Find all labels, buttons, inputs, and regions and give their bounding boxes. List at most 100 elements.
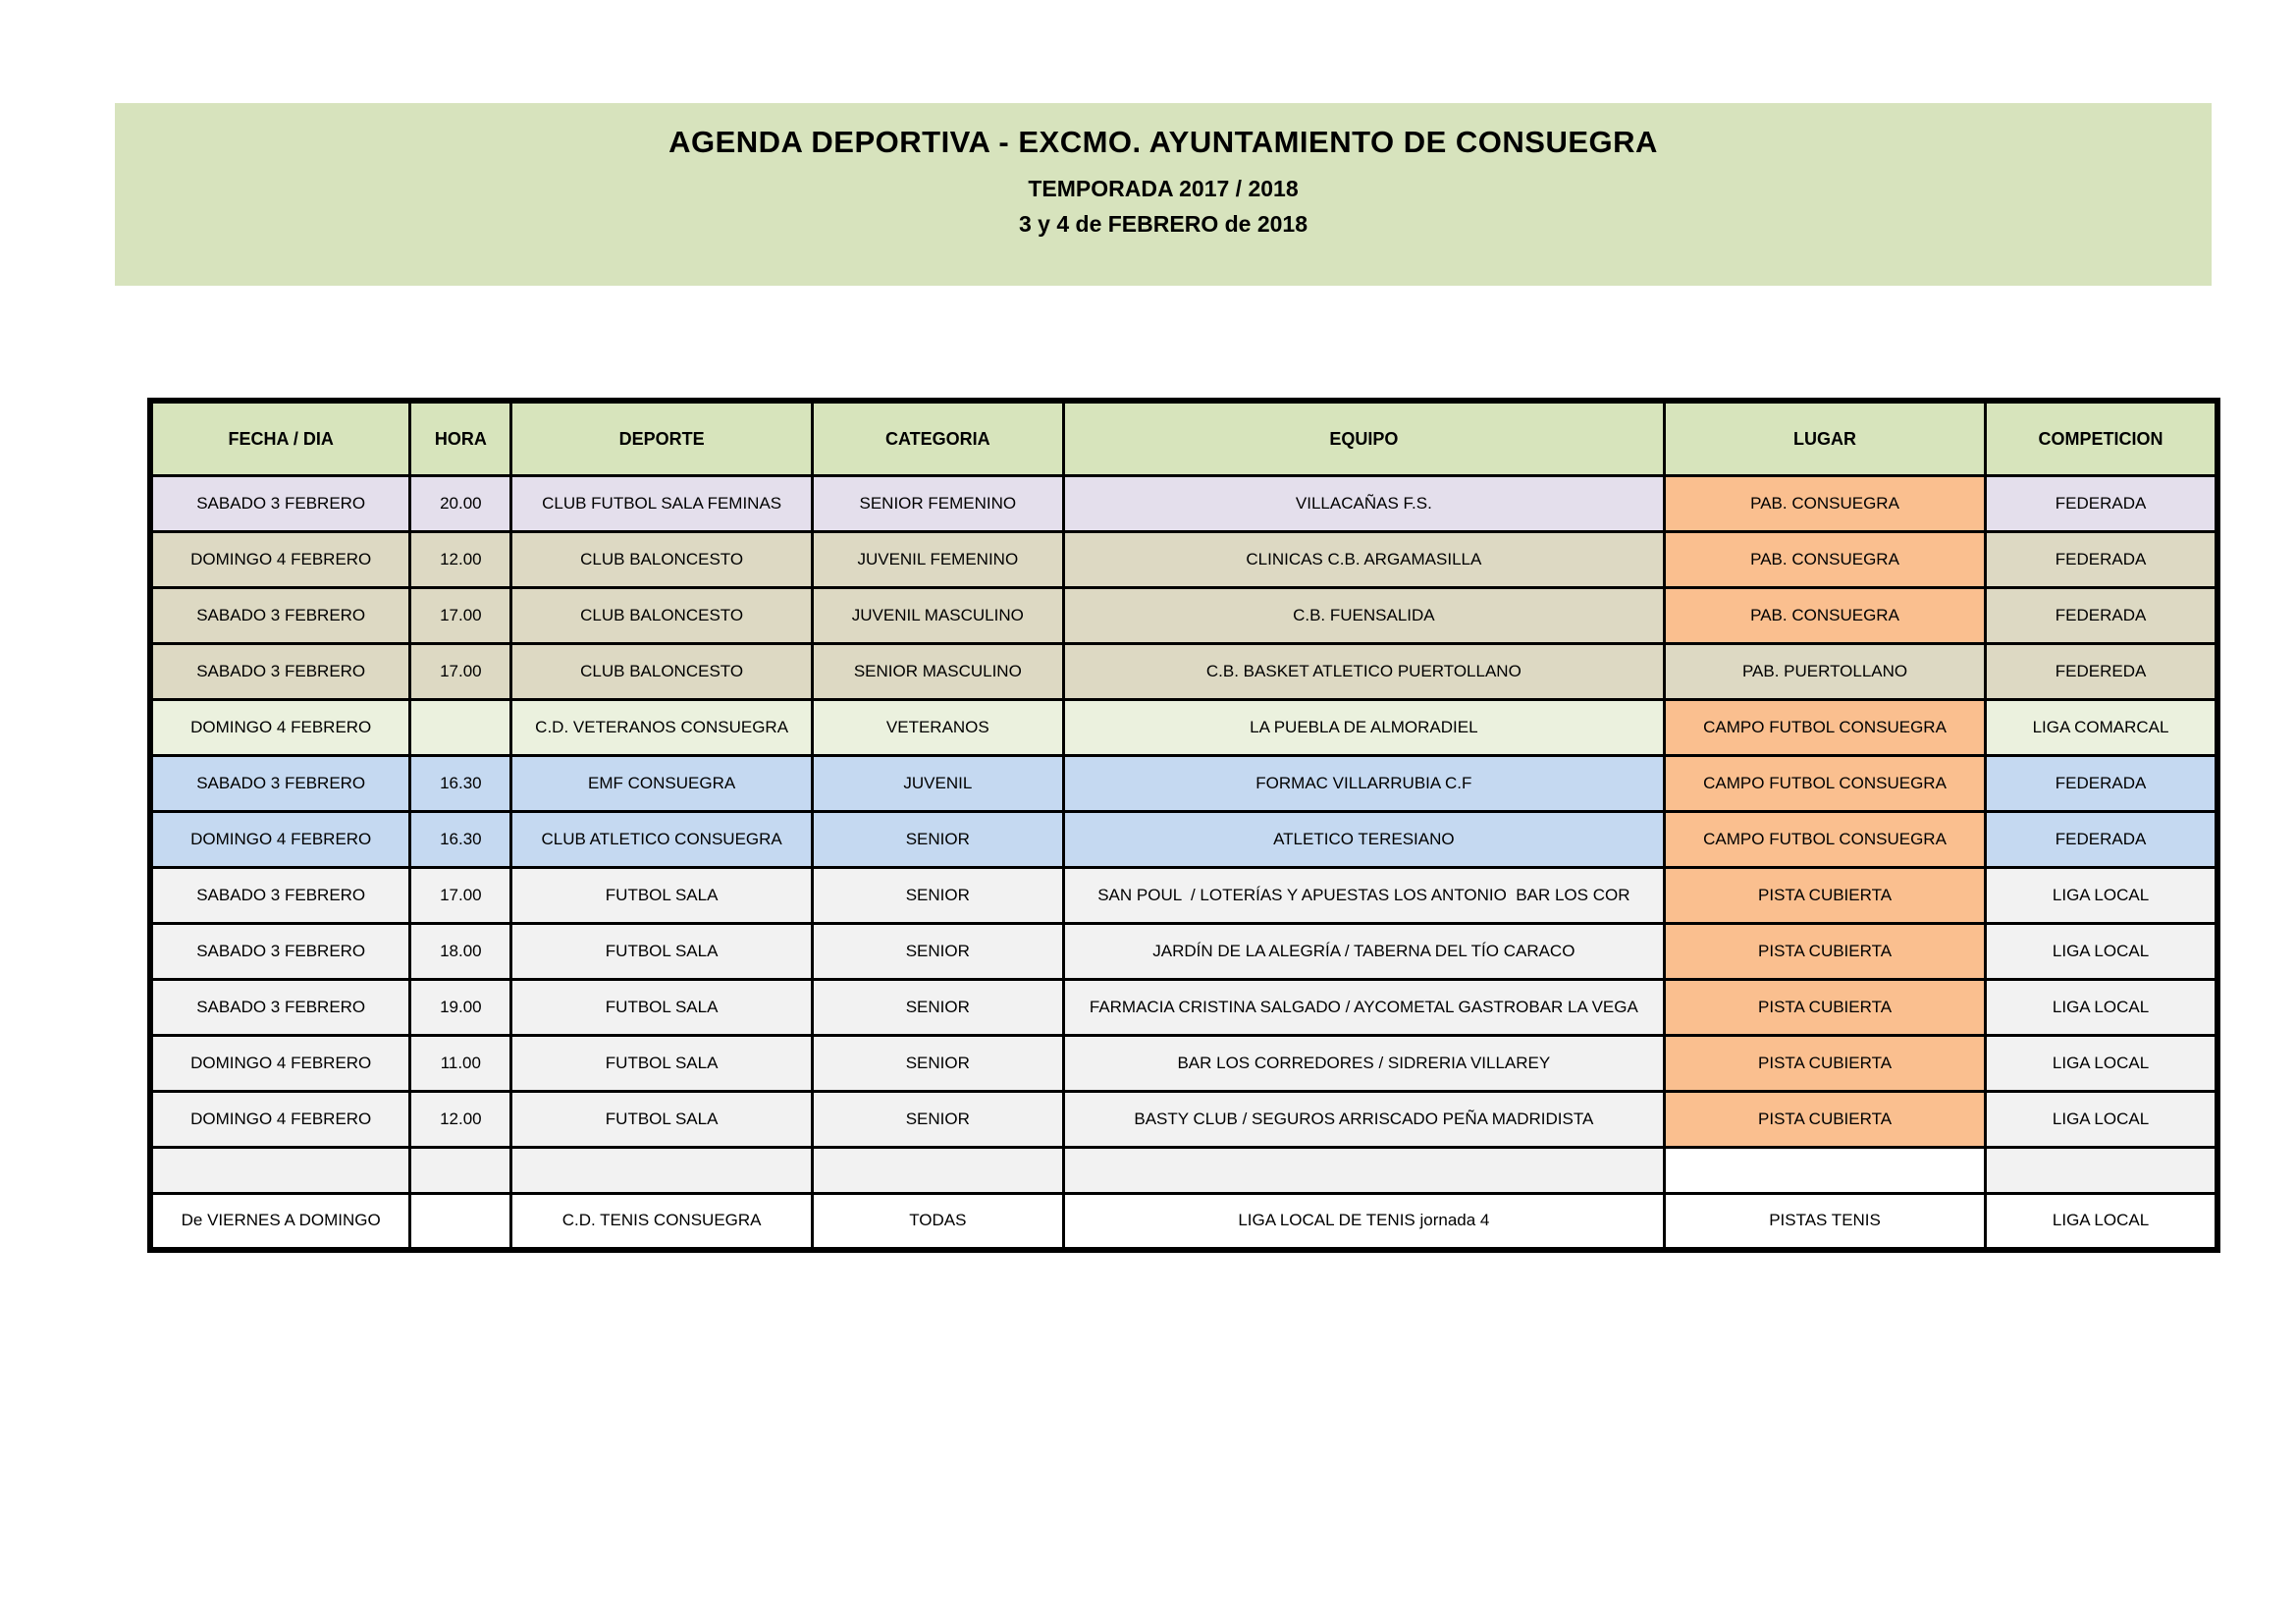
- cell-deporte: CLUB FUTBOL SALA FEMINAS: [509, 474, 814, 533]
- cell-deporte: FUTBOL SALA: [509, 1034, 814, 1093]
- cell-competicion: FEDERADA: [1984, 474, 2219, 533]
- cell-deporte: FUTBOL SALA: [509, 922, 814, 981]
- cell-equipo: ATLETICO TERESIANO: [1061, 810, 1667, 869]
- col-header-equipo: EQUIPO: [1061, 399, 1667, 477]
- cell-categoria: SENIOR: [810, 978, 1065, 1037]
- cell-fecha: DOMINGO 4 FEBRERO: [148, 530, 412, 589]
- cell-competicion: LIGA LOCAL: [1984, 866, 2219, 925]
- cell-hora: 17.00: [408, 866, 513, 925]
- col-header-lugar: LUGAR: [1663, 399, 1988, 477]
- cell-deporte: FUTBOL SALA: [509, 1090, 814, 1149]
- cell-fecha: SABADO 3 FEBRERO: [148, 922, 412, 981]
- cell-equipo: C.B. FUENSALIDA: [1061, 586, 1667, 645]
- cell-fecha: SABADO 3 FEBRERO: [148, 754, 412, 813]
- cell-fecha: DOMINGO 4 FEBRERO: [148, 1034, 412, 1093]
- cell-lugar: PISTA CUBIERTA: [1663, 978, 1988, 1037]
- table-row: SABADO 3 FEBRERO 18.00 FUTBOL SALA SENIO…: [148, 922, 2219, 981]
- schedule-table: FECHA / DIA HORA DEPORTE CATEGORIA EQUIP…: [147, 398, 2220, 1253]
- cell-competicion: LIGA LOCAL: [1984, 978, 2219, 1037]
- cell-deporte: C.D. VETERANOS CONSUEGRA: [509, 698, 814, 757]
- cell-categoria: SENIOR: [810, 810, 1065, 869]
- cell-equipo: CLINICAS C.B. ARGAMASILLA: [1061, 530, 1667, 589]
- cell-competicion: LIGA COMARCAL: [1984, 698, 2219, 757]
- cell-lugar: PISTAS TENIS: [1663, 1192, 1988, 1251]
- cell-deporte: [509, 1146, 814, 1195]
- cell-deporte: CLUB ATLETICO CONSUEGRA: [509, 810, 814, 869]
- banner: AGENDA DEPORTIVA - EXCMO. AYUNTAMIENTO D…: [115, 103, 2212, 286]
- cell-categoria: SENIOR MASCULINO: [810, 642, 1065, 701]
- cell-deporte: FUTBOL SALA: [509, 978, 814, 1037]
- cell-fecha: SABADO 3 FEBRERO: [148, 642, 412, 701]
- table-row: SABADO 3 FEBRERO 17.00 CLUB BALONCESTO J…: [148, 586, 2219, 645]
- cell-lugar: PISTA CUBIERTA: [1663, 1090, 1988, 1149]
- col-header-competicion: COMPETICION: [1984, 399, 2219, 477]
- cell-hora: 18.00: [408, 922, 513, 981]
- cell-lugar: CAMPO FUTBOL CONSUEGRA: [1663, 810, 1988, 869]
- table-row: DOMINGO 4 FEBRERO 12.00 CLUB BALONCESTO …: [148, 530, 2219, 589]
- cell-fecha: SABADO 3 FEBRERO: [148, 866, 412, 925]
- cell-competicion: LIGA LOCAL: [1984, 1090, 2219, 1149]
- cell-lugar: CAMPO FUTBOL CONSUEGRA: [1663, 754, 1988, 813]
- cell-competicion: FEDERADA: [1984, 754, 2219, 813]
- cell-hora: 19.00: [408, 978, 513, 1037]
- cell-competicion: FEDERADA: [1984, 586, 2219, 645]
- cell-equipo: C.B. BASKET ATLETICO PUERTOLLANO: [1061, 642, 1667, 701]
- cell-competicion: LIGA LOCAL: [1984, 922, 2219, 981]
- cell-equipo: VILLACAÑAS F.S.: [1061, 474, 1667, 533]
- cell-deporte: CLUB BALONCESTO: [509, 586, 814, 645]
- cell-categoria: SENIOR FEMENINO: [810, 474, 1065, 533]
- cell-categoria: SENIOR: [810, 1034, 1065, 1093]
- cell-hora: 12.00: [408, 1090, 513, 1149]
- cell-deporte: C.D. TENIS CONSUEGRA: [509, 1192, 814, 1251]
- header-row: FECHA / DIA HORA DEPORTE CATEGORIA EQUIP…: [148, 399, 2219, 477]
- cell-lugar: PISTA CUBIERTA: [1663, 922, 1988, 981]
- cell-fecha: SABADO 3 FEBRERO: [148, 978, 412, 1037]
- cell-equipo: LA PUEBLA DE ALMORADIEL: [1061, 698, 1667, 757]
- cell-categoria: SENIOR: [810, 1090, 1065, 1149]
- cell-hora: 20.00: [408, 474, 513, 533]
- cell-equipo: JARDÍN DE LA ALEGRÍA / TABERNA DEL TÍO C…: [1061, 922, 1667, 981]
- cell-categoria: JUVENIL: [810, 754, 1065, 813]
- cell-hora: 17.00: [408, 586, 513, 645]
- table-row: DOMINGO 4 FEBRERO 16.30 CLUB ATLETICO CO…: [148, 810, 2219, 869]
- cell-competicion: LIGA LOCAL: [1984, 1034, 2219, 1093]
- cell-hora: 12.00: [408, 530, 513, 589]
- cell-categoria: SENIOR: [810, 866, 1065, 925]
- cell-equipo: FORMAC VILLARRUBIA C.F: [1061, 754, 1667, 813]
- cell-deporte: CLUB BALONCESTO: [509, 642, 814, 701]
- cell-fecha: SABADO 3 FEBRERO: [148, 474, 412, 533]
- cell-deporte: FUTBOL SALA: [509, 866, 814, 925]
- cell-competicion: [1984, 1146, 2219, 1195]
- cell-categoria: SENIOR: [810, 922, 1065, 981]
- cell-equipo: BAR LOS CORREDORES / SIDRERIA VILLAREY: [1061, 1034, 1667, 1093]
- table-row: SABADO 3 FEBRERO 17.00 FUTBOL SALA SENIO…: [148, 866, 2219, 925]
- cell-hora: 16.30: [408, 810, 513, 869]
- col-header-deporte: DEPORTE: [509, 399, 814, 477]
- cell-hora: [408, 698, 513, 757]
- cell-categoria: JUVENIL MASCULINO: [810, 586, 1065, 645]
- cell-deporte: CLUB BALONCESTO: [509, 530, 814, 589]
- table-row: De VIERNES A DOMINGO C.D. TENIS CONSUEGR…: [148, 1192, 2219, 1251]
- cell-fecha: DOMINGO 4 FEBRERO: [148, 698, 412, 757]
- cell-fecha: DOMINGO 4 FEBRERO: [148, 1090, 412, 1149]
- table-row: SABADO 3 FEBRERO 16.30 EMF CONSUEGRA JUV…: [148, 754, 2219, 813]
- cell-fecha: [148, 1146, 412, 1195]
- cell-categoria: [810, 1146, 1065, 1195]
- cell-lugar: PAB. CONSUEGRA: [1663, 530, 1988, 589]
- table-row: DOMINGO 4 FEBRERO 12.00 FUTBOL SALA SENI…: [148, 1090, 2219, 1149]
- cell-deporte: EMF CONSUEGRA: [509, 754, 814, 813]
- table-row-empty: [148, 1146, 2219, 1195]
- cell-fecha: SABADO 3 FEBRERO: [148, 586, 412, 645]
- cell-hora: 16.30: [408, 754, 513, 813]
- cell-lugar: [1663, 1146, 1988, 1195]
- cell-fecha: DOMINGO 4 FEBRERO: [148, 810, 412, 869]
- cell-equipo: FARMACIA CRISTINA SALGADO / AYCOMETAL GA…: [1061, 978, 1667, 1037]
- table-row: SABADO 3 FEBRERO 20.00 CLUB FUTBOL SALA …: [148, 474, 2219, 533]
- cell-lugar: PISTA CUBIERTA: [1663, 1034, 1988, 1093]
- col-header-hora: HORA: [408, 399, 513, 477]
- cell-lugar: CAMPO FUTBOL CONSUEGRA: [1663, 698, 1988, 757]
- table-row: SABADO 3 FEBRERO 17.00 CLUB BALONCESTO S…: [148, 642, 2219, 701]
- cell-equipo: BASTY CLUB / SEGUROS ARRISCADO PEÑA MADR…: [1061, 1090, 1667, 1149]
- cell-lugar: PAB. CONSUEGRA: [1663, 586, 1988, 645]
- cell-equipo: SAN POUL / LOTERÍAS Y APUESTAS LOS ANTON…: [1061, 866, 1667, 925]
